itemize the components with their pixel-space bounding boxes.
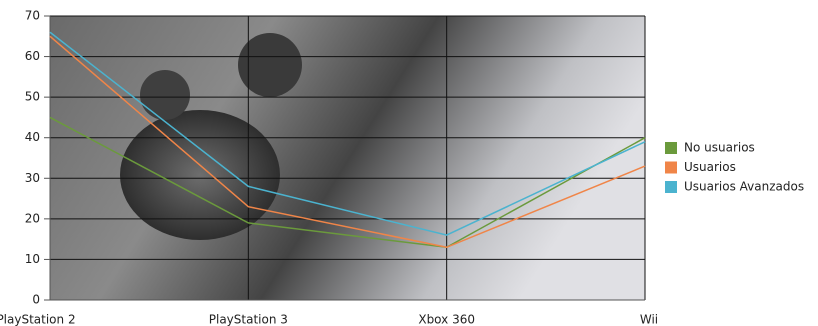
y-tick-label: 70	[25, 9, 40, 23]
series-line	[49, 35, 646, 249]
y-tick-label: 60	[25, 49, 40, 63]
y-tick-label: 0	[32, 293, 40, 307]
y-tick-label: 30	[25, 171, 40, 185]
legend-swatch	[665, 142, 677, 154]
legend-swatch	[665, 181, 677, 193]
y-tick-label: 50	[25, 90, 40, 104]
x-tick-label: Wii	[640, 313, 658, 326]
y-tick-label: 40	[25, 130, 40, 144]
x-tick-label: PlayStation 3	[209, 313, 288, 326]
x-tick-label: Xbox 360	[418, 313, 475, 326]
legend-label: Usuarios	[684, 160, 736, 174]
series-line	[49, 31, 646, 236]
legend-label: Usuarios Avanzados	[684, 180, 804, 194]
plot-background	[50, 16, 645, 300]
legend-swatch	[665, 161, 677, 174]
x-tick-label: PlayStation 2	[0, 313, 76, 326]
legend-label: No usuarios	[684, 141, 755, 155]
series-line	[49, 116, 646, 249]
y-tick-label: 20	[25, 211, 40, 225]
y-tick-label: 10	[25, 252, 40, 266]
